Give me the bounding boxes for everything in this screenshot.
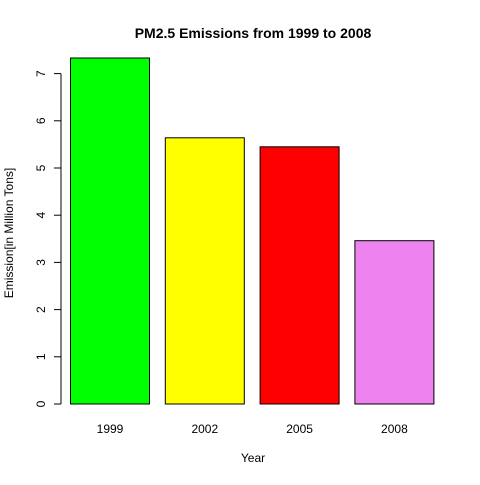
y-axis-tick-label: 5 xyxy=(34,164,48,171)
y-axis: 0 1 2 3 4 5 6 7 xyxy=(34,70,62,407)
y-axis-tick-label: 2 xyxy=(34,306,48,313)
bar-2002 xyxy=(164,137,245,405)
y-axis-tick-label: 6 xyxy=(34,117,48,124)
bar-2005 xyxy=(259,146,340,405)
chart-title: PM2.5 Emissions from 1999 to 2008 xyxy=(135,25,372,41)
y-axis-tick-label: 3 xyxy=(34,259,48,266)
y-axis-tick-label: 4 xyxy=(34,212,48,219)
y-axis-label: Emission[in Million Tons] xyxy=(2,168,16,299)
x-axis-tick-label: 1999 xyxy=(97,422,124,436)
bar-2008 xyxy=(354,240,435,405)
bars xyxy=(70,57,435,405)
x-axis-tick-labels: 1999 2002 2005 2008 xyxy=(97,422,408,436)
x-axis-tick-label: 2008 xyxy=(381,422,408,436)
y-axis-tick-label: 7 xyxy=(34,70,48,77)
y-axis-tick-label: 1 xyxy=(34,353,48,360)
bar-1999 xyxy=(70,57,150,405)
x-axis-tick-label: 2005 xyxy=(286,422,313,436)
x-axis-label: Year xyxy=(241,451,265,465)
y-axis-tick-label: 0 xyxy=(34,400,48,407)
x-axis-tick-label: 2002 xyxy=(191,422,218,436)
